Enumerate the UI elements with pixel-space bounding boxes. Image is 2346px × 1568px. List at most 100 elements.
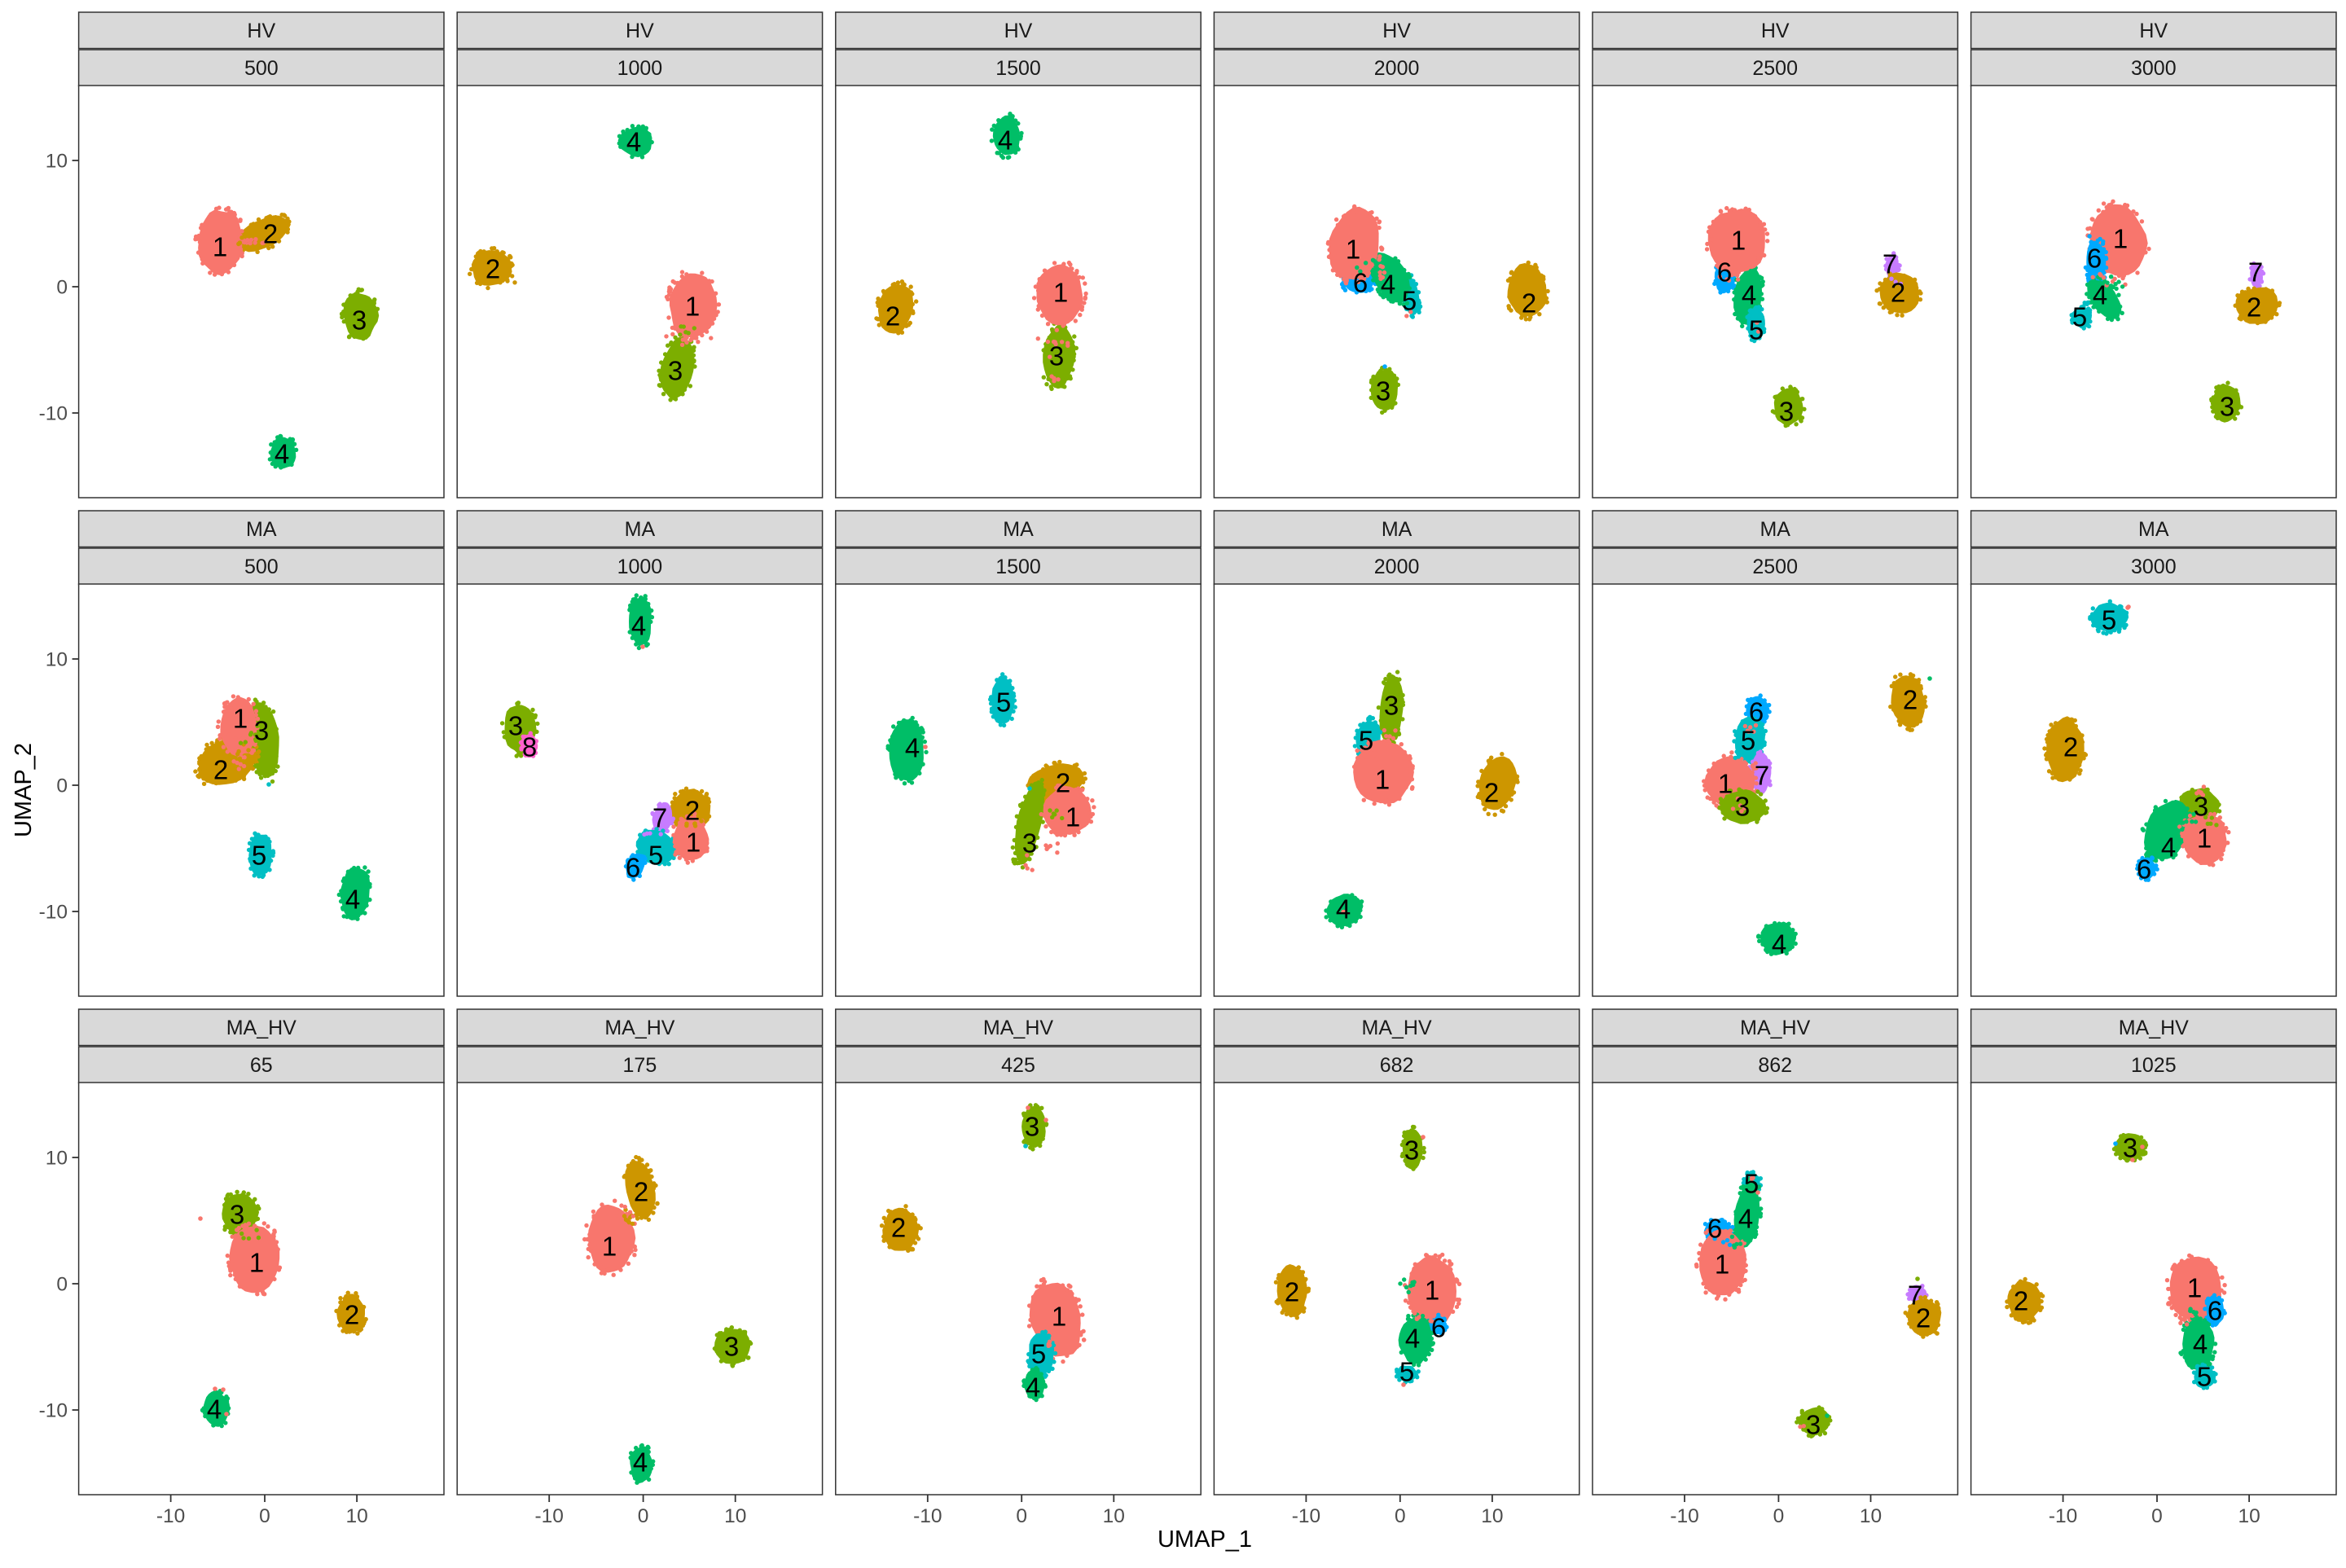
svg-text:2: 2 [1522,288,1536,318]
svg-text:2: 2 [634,1177,648,1207]
svg-text:2500: 2500 [1752,57,1798,80]
svg-text:7: 7 [652,803,667,833]
svg-text:HV: HV [1382,20,1411,42]
svg-text:2: 2 [1891,278,1905,308]
svg-text:-10: -10 [39,403,68,425]
svg-text:0: 0 [1395,1505,1406,1527]
svg-text:MA: MA [2138,518,2169,541]
svg-text:1: 1 [1425,1276,1439,1306]
svg-text:1: 1 [1065,802,1080,832]
svg-text:MA_HV: MA_HV [1362,1017,1432,1039]
svg-text:-10: -10 [1670,1505,1698,1527]
svg-text:3: 3 [1376,376,1390,406]
svg-text:4: 4 [633,1447,648,1478]
svg-text:5: 5 [252,841,266,871]
svg-text:0: 0 [638,1505,649,1527]
svg-text:MA_HV: MA_HV [1740,1017,1810,1039]
svg-text:4: 4 [1742,280,1756,310]
svg-text:0: 0 [259,1505,270,1527]
svg-text:65: 65 [250,1054,273,1077]
svg-text:10: 10 [1103,1505,1125,1527]
svg-text:10: 10 [345,1505,367,1527]
svg-text:2: 2 [2063,732,2078,762]
svg-text:5: 5 [1749,315,1764,345]
svg-text:6: 6 [1749,697,1764,727]
svg-text:3: 3 [1735,792,1750,822]
svg-text:1: 1 [1053,278,1068,308]
svg-text:2: 2 [213,755,228,785]
svg-text:HV: HV [247,20,275,42]
svg-text:1: 1 [1052,1302,1066,1332]
svg-text:5: 5 [2102,605,2116,635]
svg-text:3: 3 [230,1200,244,1230]
svg-text:5: 5 [1402,286,1417,316]
svg-text:4: 4 [1405,1324,1420,1354]
svg-text:4: 4 [631,611,646,641]
svg-text:3: 3 [1806,1410,1821,1440]
svg-text:3: 3 [2194,792,2208,822]
svg-text:-10: -10 [39,902,68,924]
svg-text:2: 2 [2014,1286,2028,1316]
svg-text:3: 3 [2220,392,2234,422]
svg-text:HV: HV [1004,20,1033,42]
svg-text:MA_HV: MA_HV [983,1017,1053,1039]
svg-text:1: 1 [2113,224,2128,254]
svg-text:3: 3 [254,716,269,746]
svg-text:MA: MA [1382,518,1412,541]
svg-text:0: 0 [1016,1505,1027,1527]
svg-text:6: 6 [2087,244,2102,274]
svg-text:MA_HV: MA_HV [226,1017,297,1039]
svg-text:5: 5 [648,841,663,871]
svg-text:MA: MA [246,518,277,541]
svg-text:4: 4 [905,733,920,763]
svg-text:1: 1 [233,704,248,734]
svg-text:6: 6 [1717,257,1732,288]
svg-text:3: 3 [352,305,367,336]
svg-text:0: 0 [1773,1505,1785,1527]
svg-text:10: 10 [46,151,68,173]
svg-text:5: 5 [2197,1362,2212,1392]
svg-text:10: 10 [46,649,68,671]
svg-text:7: 7 [1908,1280,1922,1311]
svg-text:0: 0 [56,775,68,797]
svg-text:1: 1 [686,828,701,858]
svg-text:1: 1 [1731,226,1746,256]
svg-text:4: 4 [1738,1204,1753,1234]
svg-text:5: 5 [1744,1169,1759,1199]
svg-text:MA: MA [1760,518,1790,541]
svg-text:0: 0 [2151,1505,2163,1527]
svg-text:3: 3 [1049,341,1064,371]
svg-text:1500: 1500 [995,57,1041,80]
svg-text:1: 1 [1346,235,1360,265]
svg-text:HV: HV [2139,20,2168,42]
svg-text:2: 2 [485,254,500,284]
svg-text:3: 3 [1404,1135,1419,1166]
svg-text:7: 7 [1755,761,1769,791]
svg-text:4: 4 [998,125,1013,156]
svg-text:5: 5 [1031,1339,1046,1369]
svg-text:-10: -10 [1292,1505,1320,1527]
svg-text:HV: HV [626,20,654,42]
svg-text:4: 4 [275,439,289,469]
svg-text:2000: 2000 [1374,57,1420,80]
svg-text:3: 3 [2123,1133,2137,1163]
svg-text:10: 10 [2238,1505,2260,1527]
svg-text:2: 2 [1903,685,1918,715]
svg-text:2: 2 [685,796,700,826]
svg-text:3: 3 [1779,397,1794,427]
svg-text:3000: 3000 [2131,57,2177,80]
svg-text:10: 10 [46,1148,68,1170]
svg-text:1: 1 [2187,1273,2202,1303]
svg-text:4: 4 [2161,832,2176,863]
svg-text:1: 1 [2197,824,2212,854]
svg-text:4: 4 [2093,280,2107,310]
svg-text:1: 1 [1375,765,1390,795]
svg-text:4: 4 [1336,894,1351,925]
svg-text:4: 4 [2193,1329,2208,1359]
svg-text:4: 4 [1772,929,1786,960]
svg-text:6: 6 [1353,268,1368,298]
svg-text:3: 3 [668,356,683,386]
svg-text:1: 1 [1718,769,1733,799]
svg-text:175: 175 [623,1054,657,1077]
svg-text:1: 1 [602,1232,617,1262]
